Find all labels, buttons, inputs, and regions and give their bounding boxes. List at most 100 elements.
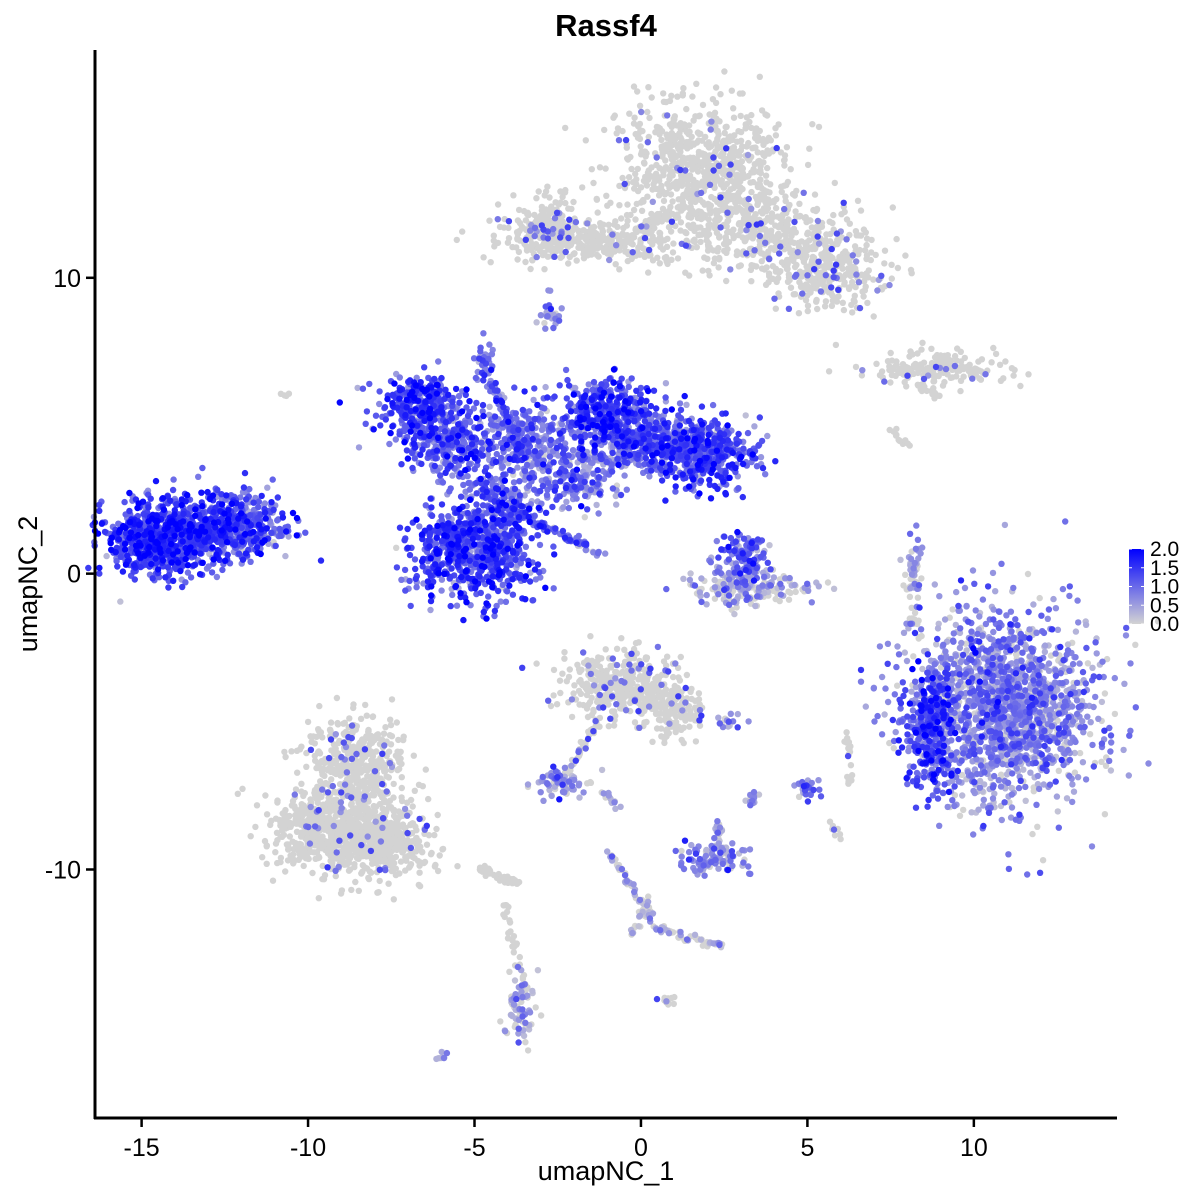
cell-point xyxy=(907,348,914,355)
cell-point xyxy=(859,272,867,279)
cell-point xyxy=(731,610,738,618)
cell-point xyxy=(402,854,409,861)
cell-point xyxy=(602,646,609,653)
cell-point xyxy=(953,373,960,380)
cell-point xyxy=(344,811,351,819)
cell-point xyxy=(337,769,345,777)
cell-point xyxy=(645,133,652,141)
cell-point xyxy=(393,719,400,726)
cell-point xyxy=(566,666,573,673)
cell-point xyxy=(659,152,666,160)
cell-point xyxy=(701,254,708,261)
cell-point xyxy=(346,844,353,852)
cell-point xyxy=(674,93,681,100)
cell-point xyxy=(277,858,284,866)
cell-point xyxy=(881,247,889,254)
cell-point xyxy=(750,229,757,236)
cell-point xyxy=(803,281,810,288)
cell-point xyxy=(631,114,638,121)
cell-point xyxy=(717,91,724,98)
cell-point xyxy=(419,783,426,790)
cell-point xyxy=(791,239,798,247)
cell-point xyxy=(1024,570,1032,578)
cell-point xyxy=(741,238,748,245)
cell-point xyxy=(738,206,745,214)
cell-point xyxy=(369,713,376,721)
cell-point xyxy=(624,156,632,163)
cell-point xyxy=(308,738,315,746)
cell-point xyxy=(559,670,566,677)
cell-point xyxy=(713,211,720,218)
cell-point xyxy=(252,823,259,831)
cell-point xyxy=(737,128,745,136)
cell-point xyxy=(339,817,346,825)
cell-point xyxy=(513,229,521,236)
cell-point xyxy=(658,725,665,732)
cell-point xyxy=(736,250,743,257)
cell-point xyxy=(409,803,416,810)
cell-point xyxy=(684,161,691,169)
cell-point xyxy=(339,854,346,862)
cell-point xyxy=(627,211,634,219)
cell-point xyxy=(780,157,788,164)
cell-point xyxy=(867,256,874,264)
cell-point xyxy=(791,263,799,271)
cell-point xyxy=(956,812,964,819)
cell-point xyxy=(234,790,241,797)
cell-point xyxy=(744,173,751,180)
cell-point xyxy=(533,195,540,202)
cell-point xyxy=(319,734,326,741)
cell-point xyxy=(686,128,693,135)
cell-point xyxy=(657,717,664,724)
cell-point xyxy=(918,387,926,395)
cell-point xyxy=(697,182,704,189)
cell-point xyxy=(582,236,590,243)
cell-point xyxy=(561,649,568,656)
cell-point xyxy=(854,197,862,204)
cell-point xyxy=(693,80,700,88)
cell-point xyxy=(693,244,700,251)
cell-point xyxy=(654,710,661,717)
cell-point xyxy=(327,726,334,733)
cell-point xyxy=(810,280,817,287)
cell-point xyxy=(699,214,706,222)
cell-point xyxy=(666,166,673,174)
cell-point xyxy=(573,257,580,264)
cell-point xyxy=(324,838,331,845)
cell-point xyxy=(505,929,512,937)
cell-point xyxy=(510,875,517,883)
cell-point xyxy=(660,98,668,106)
cell-point xyxy=(593,232,600,239)
cell-point xyxy=(356,813,364,820)
cell-point xyxy=(605,723,612,730)
cell-point xyxy=(350,825,357,832)
cell-point xyxy=(382,724,389,731)
cell-point xyxy=(777,221,784,229)
cell-point xyxy=(792,588,799,596)
cell-point xyxy=(722,236,730,243)
cell-point xyxy=(620,662,627,669)
cell-point xyxy=(667,203,674,211)
cell-point xyxy=(888,261,895,268)
cell-point xyxy=(315,748,322,755)
cell-point xyxy=(757,169,764,177)
cell-point xyxy=(849,278,856,286)
cell-point xyxy=(822,242,829,249)
cell-point xyxy=(724,217,732,224)
cell-point xyxy=(381,796,388,804)
cell-point xyxy=(997,771,1005,778)
cell-point xyxy=(815,123,823,131)
cell-point xyxy=(425,795,432,803)
cell-point xyxy=(809,257,816,264)
cell-point xyxy=(678,847,685,855)
cell-point xyxy=(590,242,597,249)
cell-point xyxy=(763,188,770,195)
cell-point xyxy=(754,137,762,144)
cell-point xyxy=(1010,372,1017,379)
cell-point xyxy=(848,777,855,784)
cell-point xyxy=(787,166,794,173)
cell-point xyxy=(390,780,397,788)
cell-point xyxy=(663,253,670,261)
cell-point xyxy=(506,917,513,924)
